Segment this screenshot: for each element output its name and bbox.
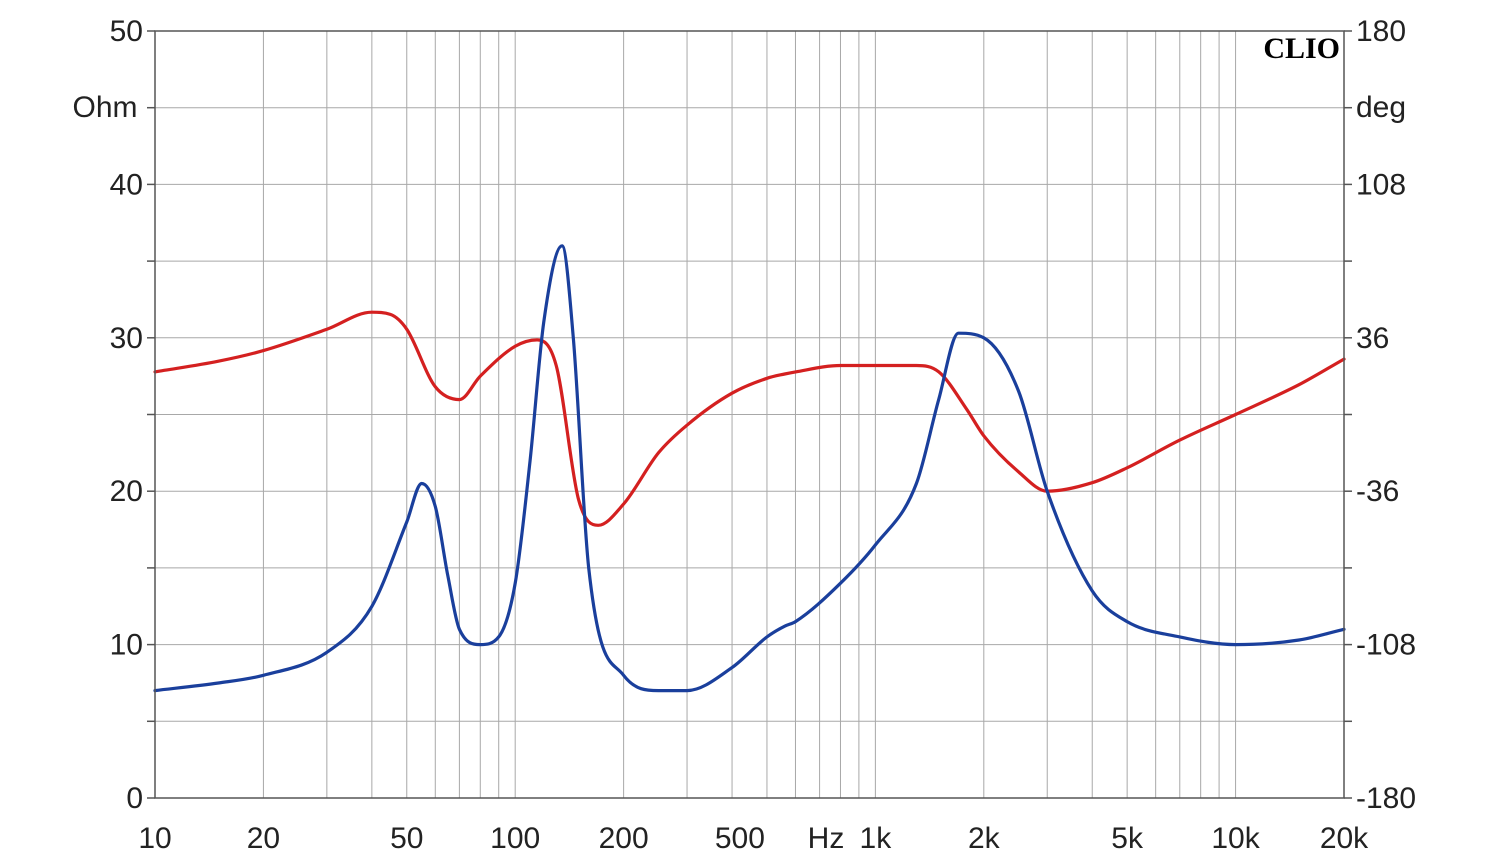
- x-tick-label: 100: [490, 822, 540, 855]
- x-axis-unit-label: Hz: [808, 822, 845, 855]
- y-left-tick-label: 0: [126, 782, 143, 815]
- grid: [155, 31, 1344, 798]
- x-tick-label: 20k: [1320, 822, 1369, 855]
- series-layer: [153, 244, 1346, 693]
- y-left-tick-label: 50: [110, 15, 143, 48]
- phase-curve: [153, 310, 1346, 527]
- impedance-curve: [153, 244, 1346, 693]
- left-axis: 0 10 20 30 40 50: [110, 15, 155, 815]
- x-tick-label: 10: [138, 822, 171, 855]
- x-tick-label: 500: [715, 822, 765, 855]
- y-left-tick-label: 20: [110, 475, 143, 508]
- x-tick-label: 1k: [860, 822, 893, 855]
- y-right-tick-label: 36: [1356, 322, 1389, 355]
- y-left-tick-label: 30: [110, 322, 143, 355]
- x-tick-label: 10k: [1211, 822, 1260, 855]
- x-tick-label: 20: [247, 822, 280, 855]
- x-tick-label: 200: [599, 822, 649, 855]
- right-axis: -180 -108 -36 36 108 180: [1344, 15, 1416, 815]
- y-right-tick-label: -180: [1356, 782, 1416, 815]
- y-right-tick-label: -108: [1356, 629, 1416, 662]
- y-right-tick-label: 108: [1356, 168, 1406, 201]
- y-right-tick-label: 180: [1356, 15, 1406, 48]
- y-right-tick-label: -36: [1356, 475, 1399, 508]
- x-axis: 10 20 50 100 200 500 1k 2k 5k 10k 20k: [138, 822, 1369, 855]
- x-tick-label: 50: [390, 822, 423, 855]
- x-tick-label: 5k: [1111, 822, 1144, 855]
- x-tick-label: 2k: [968, 822, 1001, 855]
- y-left-tick-label: 10: [110, 629, 143, 662]
- y-right-axis-label: deg: [1356, 91, 1406, 124]
- y-left-tick-label: 40: [110, 168, 143, 201]
- clio-logo-text: CLIO: [1263, 32, 1340, 65]
- y-left-axis-label: Ohm: [72, 91, 137, 124]
